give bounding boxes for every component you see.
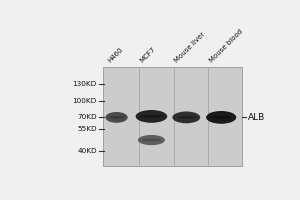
Text: MCF7: MCF7 xyxy=(139,46,157,64)
Text: Mouse liver: Mouse liver xyxy=(174,31,206,64)
Ellipse shape xyxy=(172,111,200,123)
Text: 130KD: 130KD xyxy=(73,81,97,87)
Ellipse shape xyxy=(136,110,167,123)
Ellipse shape xyxy=(138,135,165,145)
Text: 70KD: 70KD xyxy=(77,114,97,120)
Ellipse shape xyxy=(211,116,232,119)
Text: 40KD: 40KD xyxy=(77,148,97,154)
Ellipse shape xyxy=(176,116,196,119)
Text: 100KD: 100KD xyxy=(73,98,97,104)
Ellipse shape xyxy=(206,111,236,124)
Ellipse shape xyxy=(109,116,124,119)
Text: ALB: ALB xyxy=(248,113,265,122)
Text: Mouse blood: Mouse blood xyxy=(209,29,244,64)
Text: 55KD: 55KD xyxy=(77,126,97,132)
Text: H460: H460 xyxy=(106,47,124,64)
Bar xyxy=(103,67,242,166)
Ellipse shape xyxy=(142,139,161,141)
Ellipse shape xyxy=(140,115,163,118)
Ellipse shape xyxy=(105,112,128,123)
